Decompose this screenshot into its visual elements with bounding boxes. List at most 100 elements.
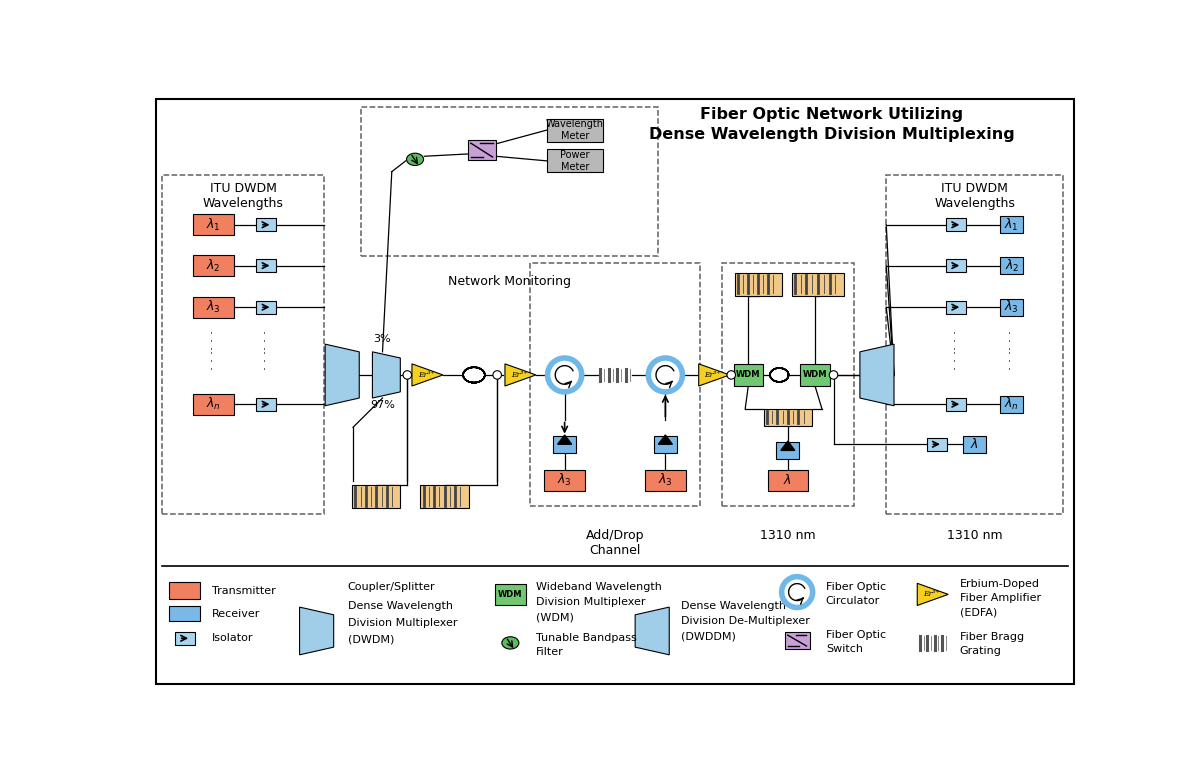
Text: Division Multiplexer: Division Multiplexer	[348, 618, 457, 628]
Text: $\lambda_3$: $\lambda_3$	[557, 473, 572, 488]
Ellipse shape	[407, 153, 424, 165]
Text: Wavelength
Meter: Wavelength Meter	[546, 120, 604, 141]
Polygon shape	[558, 435, 571, 444]
Bar	[654, 436, 677, 452]
Text: Add/Drop
Channel: Add/Drop Channel	[586, 529, 644, 557]
Polygon shape	[698, 364, 730, 386]
Bar	[646, 470, 685, 491]
Polygon shape	[917, 584, 948, 605]
Polygon shape	[300, 607, 334, 655]
Text: WDM: WDM	[803, 370, 827, 379]
Bar	[887, 175, 1063, 514]
Bar	[193, 255, 234, 276]
Text: Er³⁺: Er³⁺	[418, 371, 434, 379]
Bar	[529, 263, 701, 506]
Text: Fiber Bragg: Fiber Bragg	[960, 632, 1024, 642]
Bar	[256, 218, 276, 231]
Bar	[420, 485, 468, 508]
Bar	[494, 584, 526, 605]
Bar	[468, 140, 496, 160]
Text: Isolator: Isolator	[212, 633, 253, 643]
Bar	[962, 436, 986, 452]
Bar	[175, 632, 194, 645]
Text: 1310 nm: 1310 nm	[760, 529, 816, 542]
Circle shape	[829, 371, 838, 379]
Bar	[946, 218, 966, 231]
Bar	[785, 632, 810, 649]
Polygon shape	[505, 364, 536, 386]
Bar	[256, 397, 276, 411]
Text: Network Monitoring: Network Monitoring	[448, 275, 571, 288]
Text: Division De-Multiplexer: Division De-Multiplexer	[680, 616, 810, 626]
Text: 3%: 3%	[373, 334, 391, 344]
Bar	[162, 175, 324, 514]
Bar	[776, 442, 799, 459]
Circle shape	[493, 371, 502, 379]
Text: $\lambda$: $\lambda$	[784, 473, 792, 487]
Polygon shape	[325, 344, 359, 406]
Bar	[256, 300, 276, 314]
Text: (EDFA): (EDFA)	[960, 607, 997, 617]
Text: · · ·: · · ·	[949, 331, 962, 350]
Bar	[169, 606, 200, 622]
Text: Fiber Optic: Fiber Optic	[826, 630, 886, 640]
Text: Er³⁺: Er³⁺	[511, 371, 527, 379]
Polygon shape	[781, 442, 794, 450]
Text: Switch: Switch	[826, 644, 863, 654]
Text: $\lambda_3$: $\lambda_3$	[658, 473, 673, 488]
Circle shape	[648, 358, 683, 392]
Bar	[1000, 217, 1024, 234]
Bar	[764, 409, 812, 426]
Bar	[256, 259, 276, 272]
Text: 1310 nm: 1310 nm	[947, 529, 1002, 542]
Bar	[1000, 299, 1024, 316]
Text: Circulator: Circulator	[826, 595, 880, 605]
Circle shape	[547, 358, 582, 392]
Bar	[1000, 257, 1024, 274]
Text: Receiver: Receiver	[212, 608, 260, 618]
Bar	[946, 259, 966, 272]
Text: $\lambda_3$: $\lambda_3$	[206, 299, 221, 315]
Circle shape	[403, 371, 412, 379]
Text: Er³⁺: Er³⁺	[704, 371, 721, 379]
Text: · · ·: · · ·	[1006, 349, 1019, 369]
Bar	[193, 214, 234, 235]
Text: Division Multiplexer: Division Multiplexer	[536, 597, 646, 607]
Bar	[736, 272, 781, 296]
Text: · · ·: · · ·	[208, 331, 220, 350]
Text: $\lambda_n$: $\lambda_n$	[206, 397, 221, 412]
Bar	[553, 436, 576, 452]
Text: Dense Wavelength: Dense Wavelength	[680, 601, 786, 611]
Text: Fiber Optic: Fiber Optic	[826, 582, 886, 591]
Text: Transmitter: Transmitter	[212, 586, 276, 595]
Bar	[800, 364, 829, 386]
Bar	[926, 438, 947, 451]
Text: Power
Meter: Power Meter	[560, 150, 589, 171]
Text: ITU DWDM
Wavelengths: ITU DWDM Wavelengths	[934, 182, 1015, 210]
Text: · · ·: · · ·	[949, 349, 962, 369]
Text: · · ·: · · ·	[208, 349, 220, 369]
Text: $\lambda_n$: $\lambda_n$	[1004, 397, 1019, 412]
Circle shape	[781, 577, 812, 608]
Bar	[1000, 396, 1024, 413]
Text: 97%: 97%	[370, 400, 395, 410]
Text: $\lambda$: $\lambda$	[971, 437, 979, 451]
Text: WDM: WDM	[498, 590, 523, 599]
Text: Grating: Grating	[960, 646, 1002, 656]
Bar	[169, 582, 200, 599]
Bar	[768, 470, 808, 491]
Text: $\lambda_3$: $\lambda_3$	[1004, 299, 1019, 315]
Text: (DWDM): (DWDM)	[348, 635, 394, 645]
Bar	[547, 149, 602, 172]
Text: Dense Wavelength: Dense Wavelength	[348, 601, 452, 611]
Text: · · ·: · · ·	[259, 349, 272, 369]
Text: $\lambda_2$: $\lambda_2$	[1004, 258, 1019, 274]
Text: $\lambda_2$: $\lambda_2$	[206, 258, 221, 274]
Polygon shape	[372, 352, 401, 398]
Text: Wideband Wavelength: Wideband Wavelength	[536, 582, 662, 591]
Polygon shape	[412, 364, 443, 386]
Polygon shape	[659, 435, 672, 444]
Text: ITU DWDM
Wavelengths: ITU DWDM Wavelengths	[203, 182, 283, 210]
Bar	[545, 470, 584, 491]
Text: $\lambda_1$: $\lambda_1$	[206, 217, 221, 233]
